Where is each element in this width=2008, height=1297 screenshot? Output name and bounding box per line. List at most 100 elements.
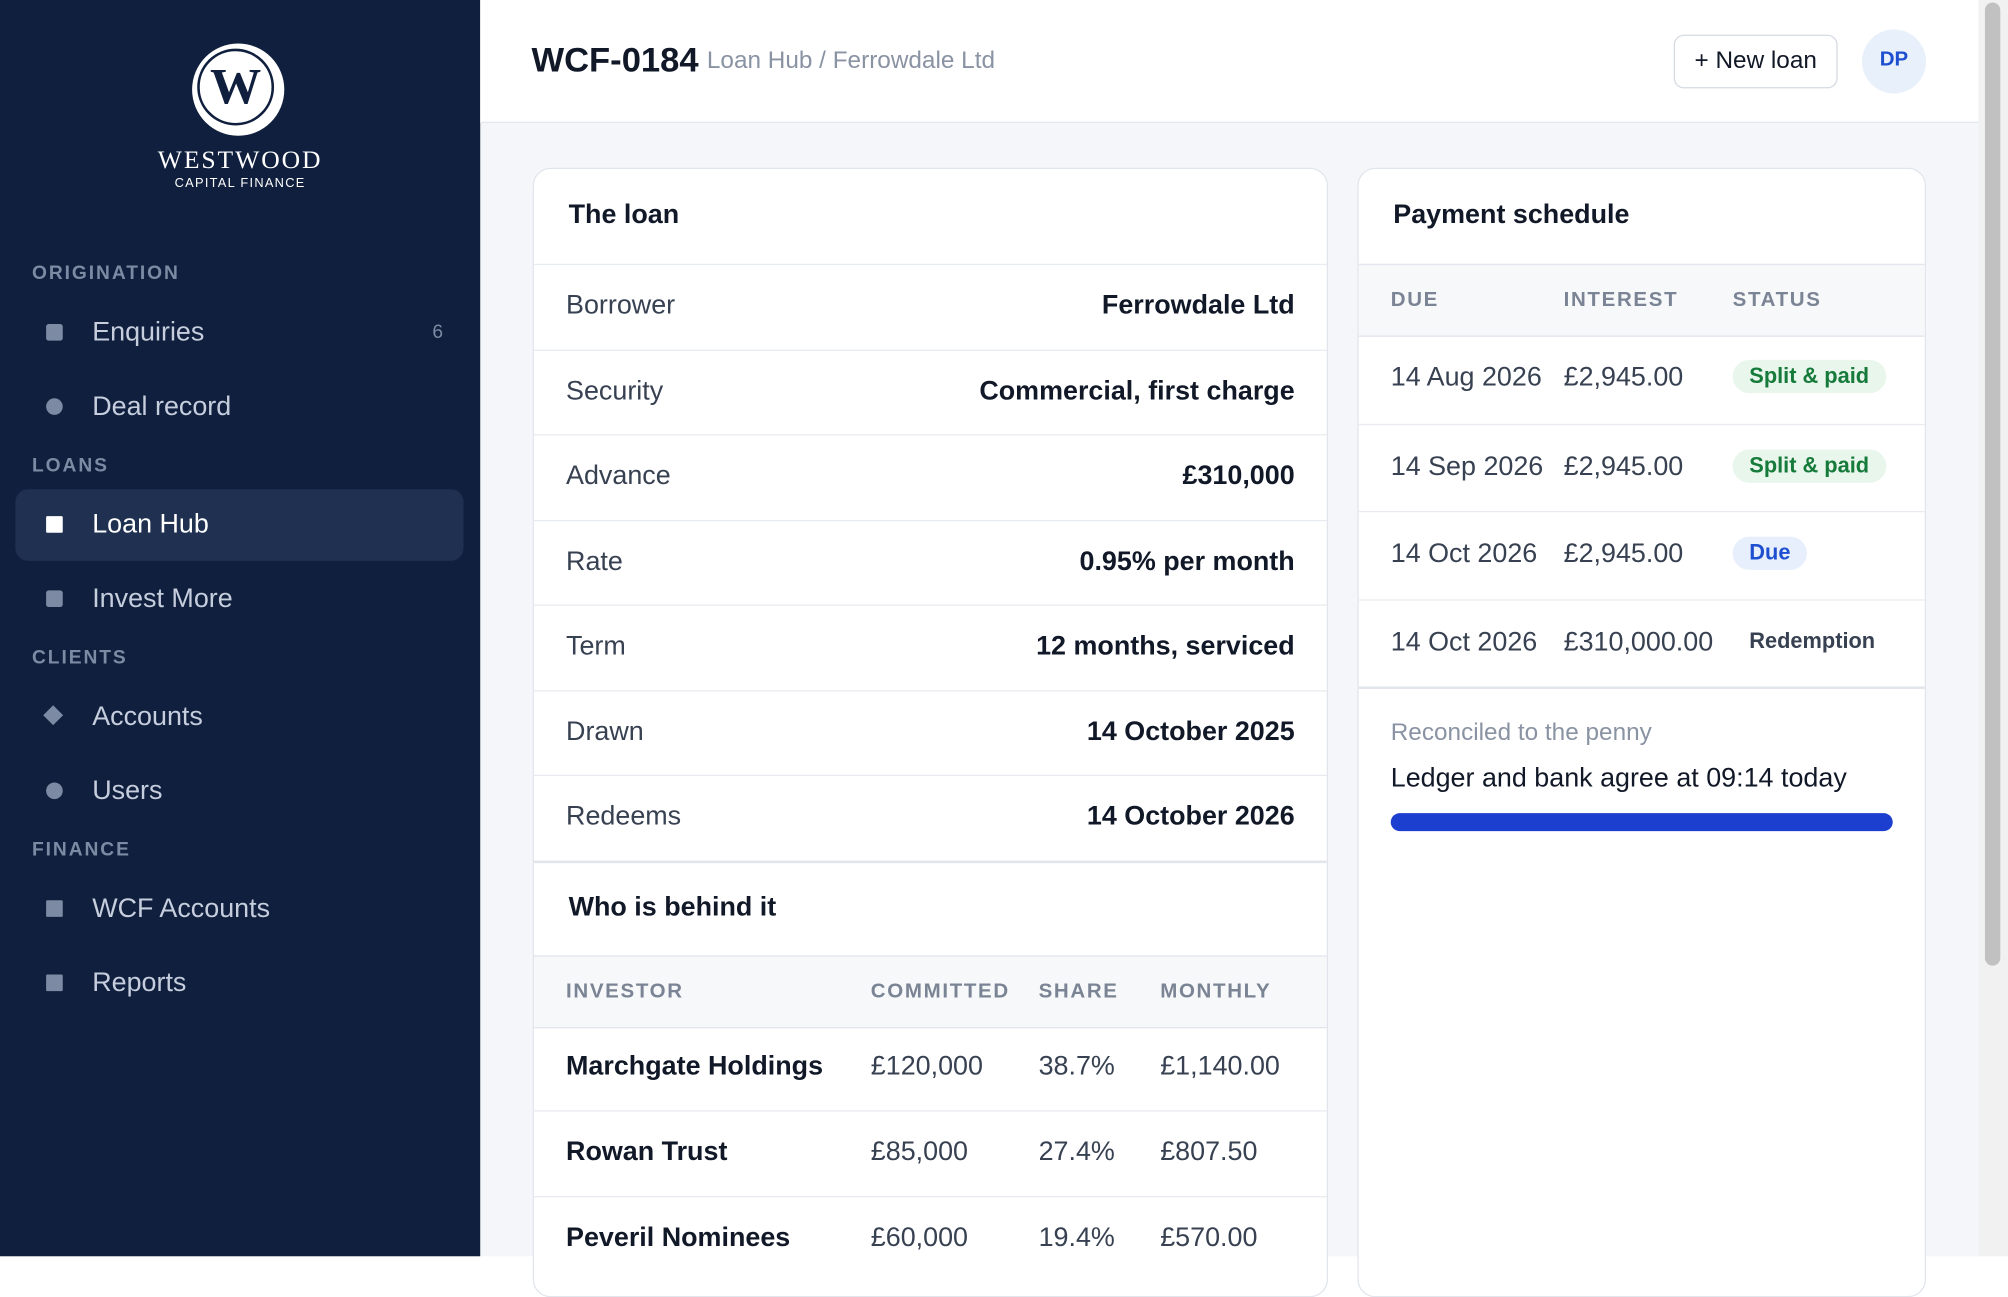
due-date: 14 Sep 2026 — [1390, 451, 1544, 481]
detail-label: Advance — [566, 461, 671, 491]
logo-letter: W — [197, 48, 275, 126]
interest: £2,945.00 — [1563, 539, 1684, 569]
nav-section: ORIGINATION — [32, 262, 180, 285]
schedule-row: 14 Oct 2026 £310,000.00 Redemption — [1358, 598, 1925, 687]
column-label: DUE — [1390, 289, 1439, 312]
tagline: CAPITAL FINANCE — [174, 176, 306, 191]
detail-value: 0.95% per month — [1079, 546, 1295, 576]
breadcrumb: Loan Hub / Ferrowdale Ltd — [706, 47, 995, 75]
scroll-thumb[interactable] — [1984, 2, 2001, 966]
new-loan-button[interactable]: + New loan — [1673, 34, 1838, 89]
investor-cell: Rowan Trust — [566, 1137, 728, 1167]
nav-label: Deal record — [92, 391, 232, 422]
card-title: Payment schedule — [1393, 199, 1630, 230]
nav-icon — [43, 705, 64, 726]
investor-cell: Marchgate Holdings — [566, 1050, 824, 1081]
schedule-row: 14 Sep 2026 £2,945.00 Split & paid — [1358, 423, 1925, 511]
nav-label: Enquiries — [92, 317, 205, 348]
detail-label: Rate — [566, 546, 623, 576]
column-label: INVESTOR — [566, 980, 684, 1003]
due-date: 14 Aug 2026 — [1390, 362, 1542, 392]
status-pill: Due — [1732, 536, 1808, 570]
nav-item[interactable]: Accounts — [15, 681, 463, 753]
detail-label: Redeems — [566, 801, 682, 832]
investor-cell: 19.4% — [1038, 1222, 1115, 1252]
nav-icon — [46, 974, 63, 992]
investor-row: Marchgate Holdings £120,000 38.7% £1,140.00 — [534, 1025, 1327, 1110]
nav-label: Users — [92, 776, 163, 806]
column-label: COMMITTED — [870, 980, 1010, 1003]
nav-icon — [46, 516, 63, 533]
nav-label: Loan Hub — [92, 509, 209, 540]
brand: WESTWOOD — [157, 145, 323, 175]
interest: £2,945.00 — [1563, 451, 1684, 481]
detail-row: Drawn 14 October 2025 — [534, 689, 1327, 776]
status-pill: Split & paid — [1732, 448, 1886, 483]
nav-item[interactable]: Enquiries 6 — [15, 297, 463, 369]
top-bar: WCF-0184 Loan Hub / Ferrowdale Ltd + New… — [480, 0, 1979, 123]
nav-label: WCF Accounts — [92, 893, 271, 924]
column-label: MONTHLY — [1160, 980, 1272, 1003]
scrollbar — [1978, 0, 2008, 1257]
reconcile-note: Reconciled to the penny — [1390, 719, 1652, 747]
investor-cell: £1,140.00 — [1160, 1050, 1280, 1081]
nav-item[interactable]: Users — [15, 756, 463, 828]
schedule-row: 14 Aug 2026 £2,945.00 Split & paid — [1359, 336, 1925, 423]
investor-row: Peveril Nominees £60,000 19.4% £570.00 — [534, 1195, 1327, 1281]
detail-value: 12 months, serviced — [1036, 631, 1295, 661]
investor-cell: 38.7% — [1038, 1050, 1115, 1081]
nav-icon — [46, 900, 63, 917]
detail-label: Drawn — [566, 716, 644, 746]
column-label: INTEREST — [1563, 289, 1679, 312]
status-pill: Redemption — [1749, 628, 1876, 653]
nav-item[interactable]: Reports — [15, 948, 463, 1020]
investor-cell: £85,000 — [870, 1137, 969, 1167]
detail-row: Rate 0.95% per month — [534, 519, 1327, 605]
column-label: STATUS — [1732, 289, 1822, 312]
detail-value: Commercial, first charge — [979, 375, 1295, 406]
detail-row: Security Commercial, first charge — [534, 348, 1327, 435]
card-title: The loan — [568, 199, 680, 230]
column-header: INVESTOR COMMITTED SHARE MONTHLY — [534, 954, 1327, 1028]
reconcile-footer: Reconciled to the penny Ledger and bank a… — [1358, 686, 1925, 855]
nav-label: Invest More — [92, 583, 233, 614]
nav-badge: 6 — [432, 321, 444, 344]
detail-row: Term 12 months, serviced — [534, 604, 1327, 690]
nav-item[interactable]: Deal record — [15, 371, 463, 443]
interest: £310,000.00 — [1563, 626, 1714, 657]
column-label: SHARE — [1038, 980, 1119, 1003]
investor-cell: Peveril Nominees — [566, 1222, 791, 1252]
loan-card: The loan Borrower Ferrowdale Ltd Security C… — [532, 167, 1328, 1297]
investor-cell: £570.00 — [1160, 1222, 1258, 1252]
detail-value: £310,000 — [1182, 461, 1295, 491]
detail-row: Redeems 14 October 2026 — [534, 774, 1327, 861]
investor-row: Rowan Trust £85,000 27.4% £807.50 — [534, 1110, 1327, 1196]
column-header: DUE INTEREST STATUS — [1358, 263, 1925, 337]
nav-icon — [46, 590, 63, 608]
nav-item[interactable]: WCF Accounts — [15, 873, 463, 945]
detail-value: 14 October 2025 — [1086, 716, 1295, 746]
status-pill: Split & paid — [1732, 359, 1886, 394]
detail-label: Term — [566, 631, 626, 661]
detail-row: Borrower Ferrowdale Ltd — [534, 263, 1327, 350]
nav-item[interactable]: Invest More — [15, 563, 463, 635]
detail-label: Security — [566, 375, 664, 406]
detail-value: Ferrowdale Ltd — [1101, 290, 1295, 321]
nav-icon — [46, 323, 63, 341]
interest: £2,945.00 — [1563, 362, 1684, 392]
loan-id: WCF-0184 — [531, 40, 699, 80]
due-date: 14 Oct 2026 — [1390, 539, 1538, 569]
investor-cell: £807.50 — [1160, 1137, 1258, 1167]
investor-cell: £60,000 — [870, 1222, 969, 1252]
investor-cell: 27.4% — [1038, 1137, 1115, 1167]
sidebar: W WESTWOOD CAPITAL FINANCE ORIGINATION En… — [0, 0, 481, 1257]
nav-icon — [46, 398, 63, 415]
nav-section: CLIENTS — [32, 646, 128, 669]
avatar[interactable]: DP — [1861, 29, 1927, 94]
logo: W — [192, 43, 285, 136]
detail-row: Advance £310,000 — [534, 434, 1327, 520]
nav-section: FINANCE — [32, 838, 131, 861]
nav-item[interactable]: Loan Hub — [15, 489, 464, 561]
